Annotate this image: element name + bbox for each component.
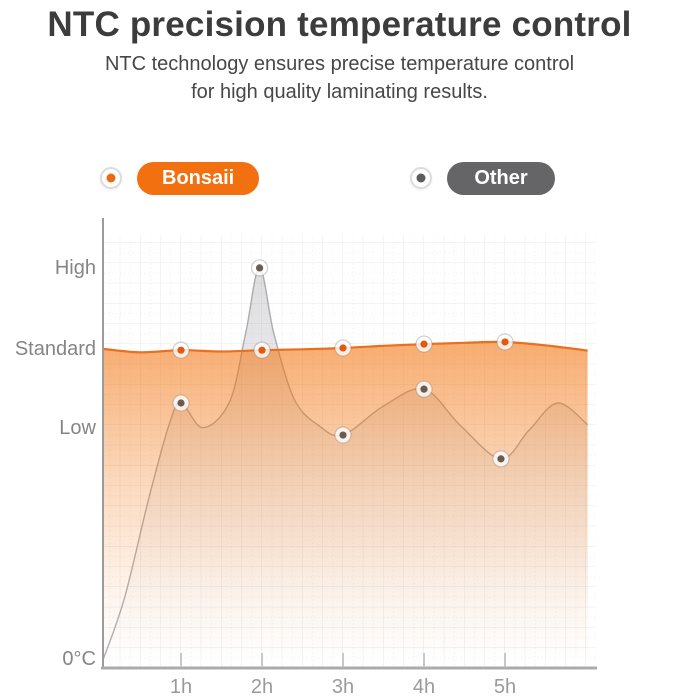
- x-axis-label: 4h: [412, 676, 436, 698]
- other-marker: [250, 259, 269, 277]
- bonsaii-marker: [172, 341, 190, 359]
- y-axis-label: Standard: [14, 337, 96, 360]
- bonsaii-marker: [496, 333, 514, 351]
- other-marker: [492, 450, 510, 468]
- radio-icon: [410, 167, 432, 189]
- x-axis-label: 3h: [331, 676, 355, 698]
- other-marker: [415, 380, 433, 398]
- bonsaii-marker: [415, 335, 433, 353]
- radio-dot-icon: [416, 173, 426, 183]
- legend-pill-bonsaii: Bonsaii: [137, 162, 260, 195]
- y-axis-label: 0°C: [62, 648, 96, 670]
- x-axis-label: 1h: [169, 676, 193, 698]
- subtitle-line-1: NTC technology ensures precise temperatu…: [104, 53, 575, 75]
- bonsaii-area: [103, 341, 588, 668]
- y-axis-label: High: [54, 256, 96, 279]
- y-axis-label: Low: [59, 417, 96, 440]
- x-axis-label: 2h: [250, 676, 274, 698]
- page-subtitle: NTC technology ensures precise temperatu…: [0, 50, 679, 106]
- x-axis-label: 5h: [493, 676, 517, 698]
- radio-dot-icon: [106, 173, 116, 183]
- legend-pill-other: Other: [447, 162, 555, 195]
- bonsaii-marker: [334, 339, 352, 357]
- radio-icon: [100, 167, 122, 189]
- page-title: NTC precision temperature control: [47, 5, 632, 44]
- subtitle-line-2: for high quality laminating results.: [191, 81, 488, 103]
- other-marker: [334, 426, 352, 444]
- chart-legend: Bonsaii Other: [0, 161, 679, 197]
- bonsaii-marker: [253, 341, 271, 359]
- other-marker: [172, 394, 190, 412]
